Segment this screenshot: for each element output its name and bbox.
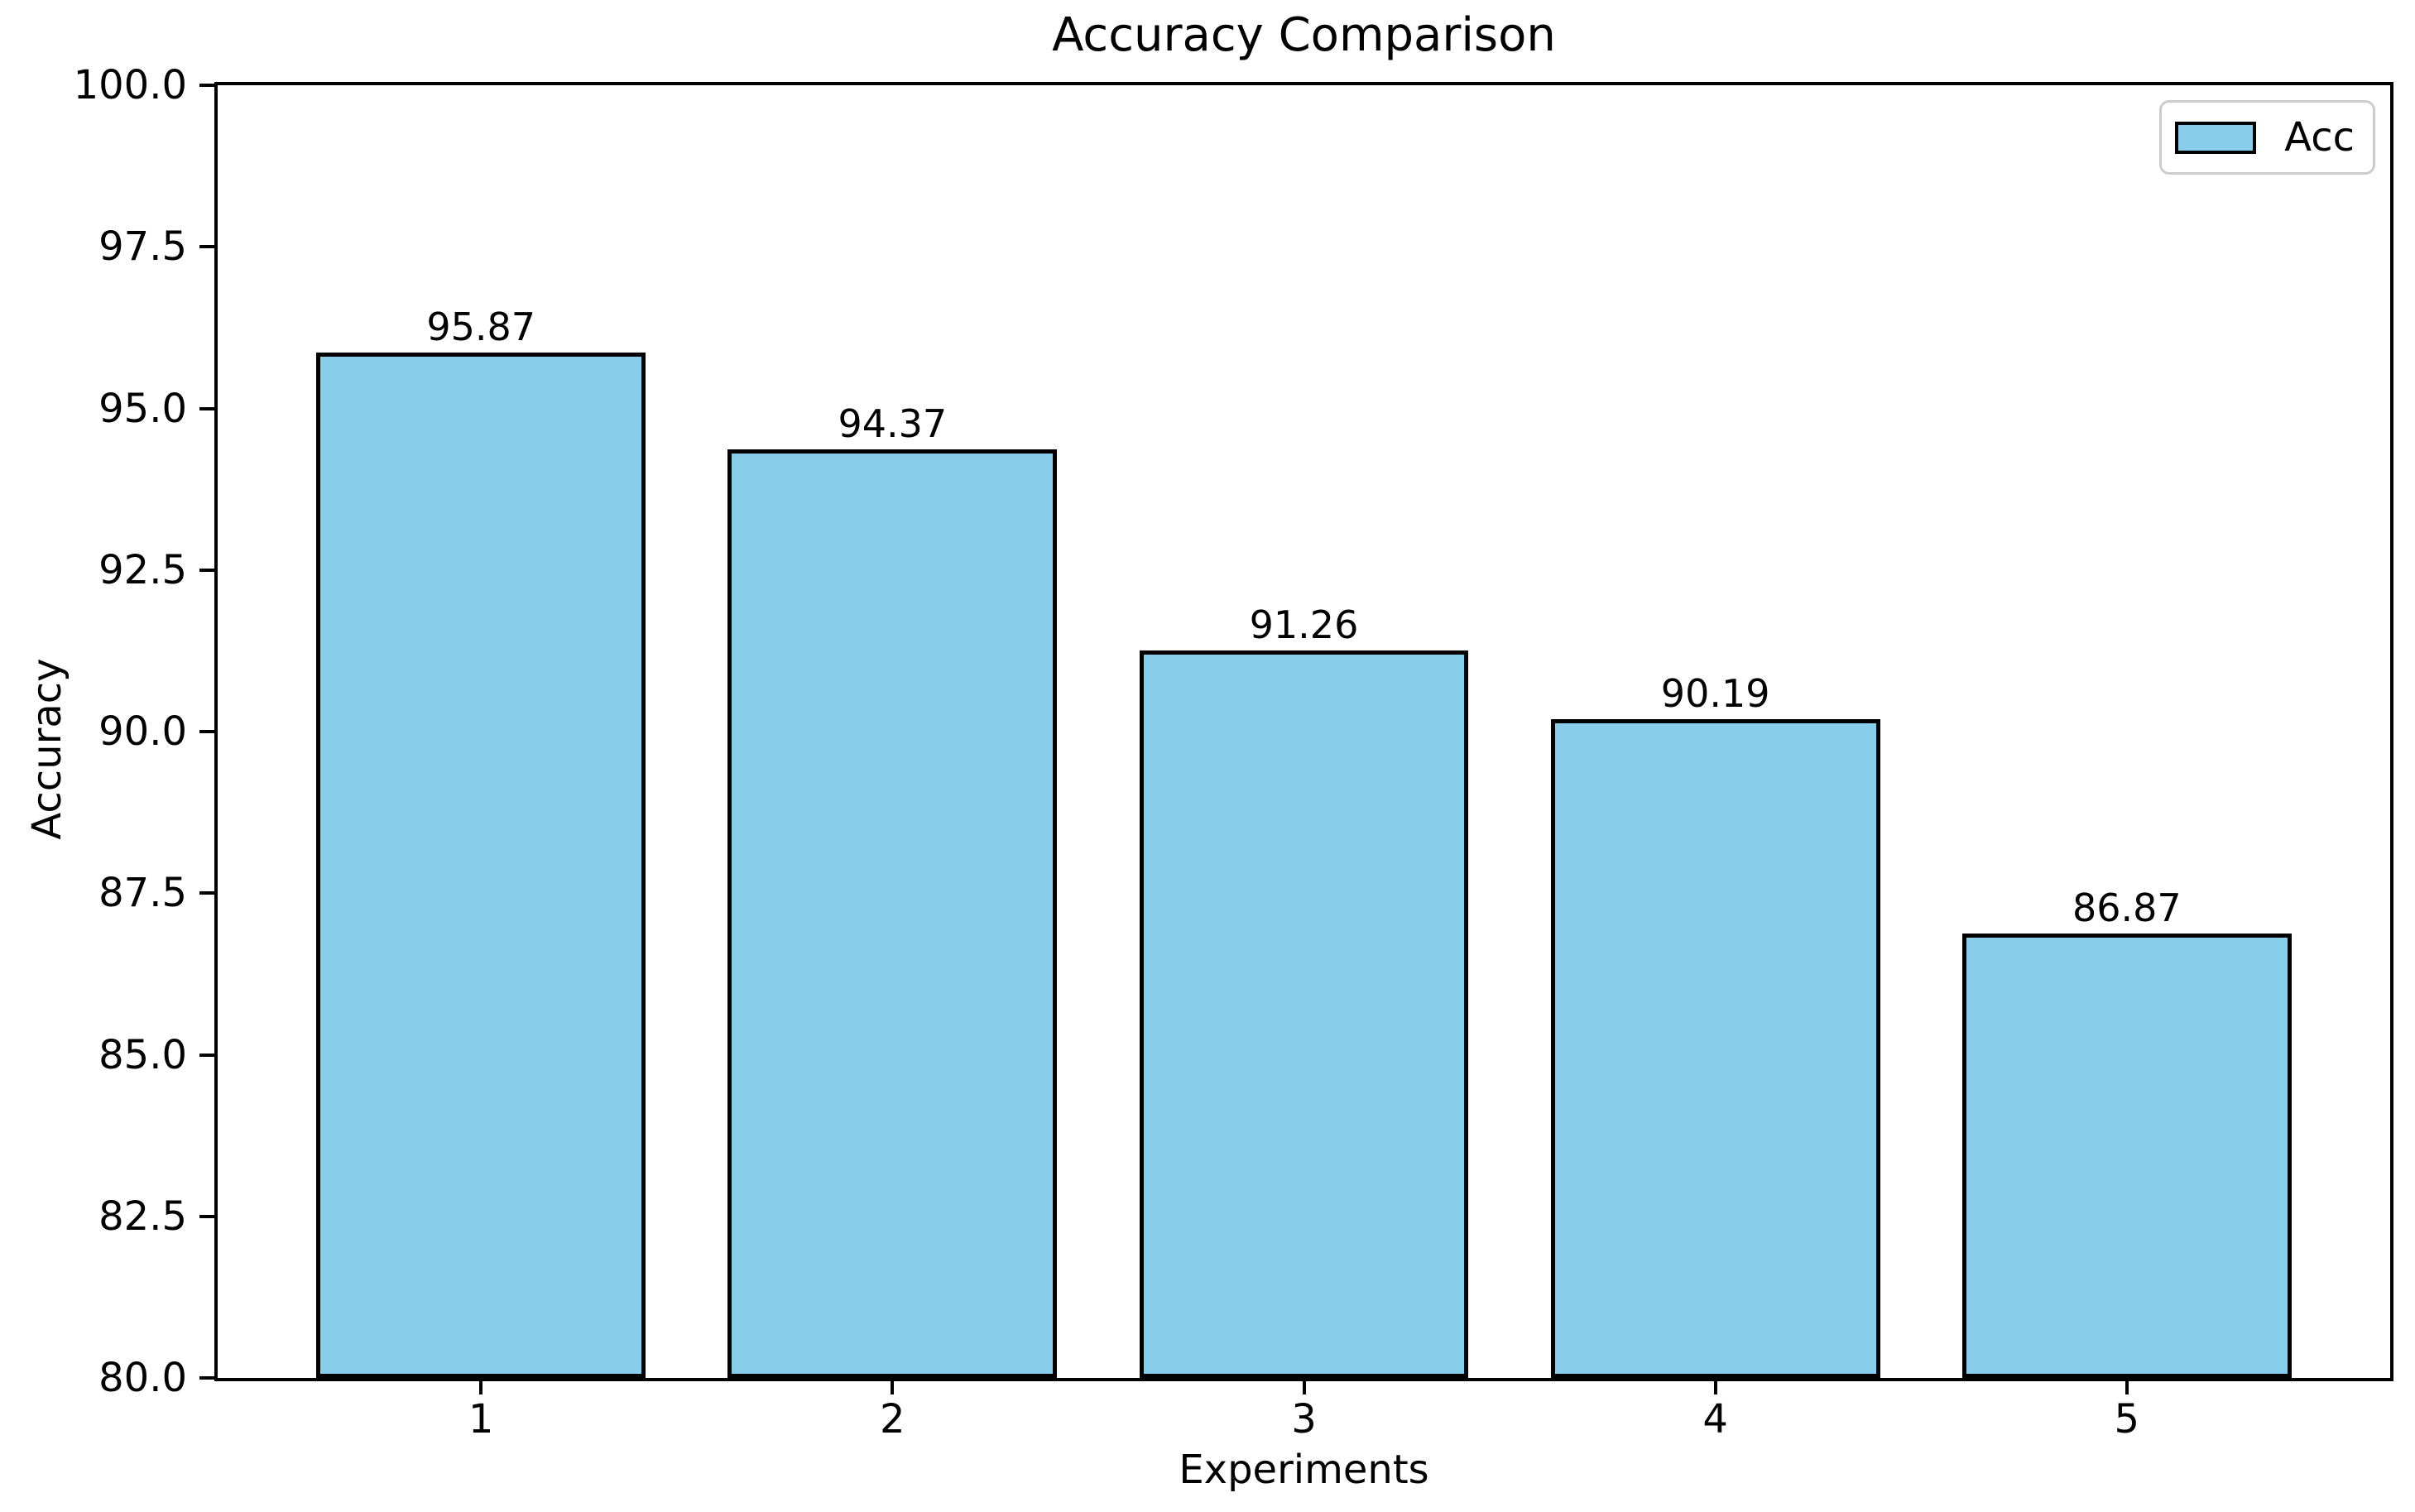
x-axis-label: Experiments xyxy=(1179,1447,1429,1493)
y-tick-label: 100.0 xyxy=(73,62,187,108)
bar-experiment-2 xyxy=(727,449,1058,1378)
y-tick-label: 85.0 xyxy=(98,1031,187,1078)
bar-experiment-5 xyxy=(1961,934,2292,1378)
x-tick-label-1: 1 xyxy=(468,1396,494,1442)
x-tick-mark xyxy=(1713,1381,1717,1394)
y-tick-mark xyxy=(199,1376,214,1380)
bar-value-label-3: 91.26 xyxy=(1249,602,1359,647)
y-tick-mark xyxy=(199,730,214,733)
y-tick-label: 80.0 xyxy=(98,1355,187,1401)
y-tick-mark xyxy=(199,245,214,249)
bar-experiment-1 xyxy=(316,352,646,1378)
y-tick-mark xyxy=(199,84,214,87)
bar-value-label-4: 90.19 xyxy=(1660,671,1770,717)
x-tick-mark xyxy=(891,1381,895,1394)
y-tick-mark xyxy=(199,406,214,410)
y-tick-label: 87.5 xyxy=(98,870,187,917)
x-tick-mark xyxy=(2125,1381,2129,1394)
y-tick-label: 92.5 xyxy=(98,546,187,593)
x-tick-label-3: 3 xyxy=(1291,1396,1317,1442)
x-tick-mark xyxy=(1302,1381,1306,1394)
y-tick-mark xyxy=(199,568,214,572)
chart-title: Accuracy Comparison xyxy=(1052,8,1556,62)
y-tick-mark xyxy=(199,891,214,895)
y-tick-label: 97.5 xyxy=(98,223,187,271)
bar-value-label-5: 86.87 xyxy=(2072,886,2182,931)
x-tick-label-4: 4 xyxy=(1702,1396,1728,1442)
y-tick-label: 90.0 xyxy=(98,708,187,755)
x-tick-label-5: 5 xyxy=(2114,1396,2140,1442)
plot-area: 95.87 94.37 91.26 90.19 86.87 Acc xyxy=(214,82,2393,1381)
legend-swatch-acc xyxy=(2175,121,2257,154)
y-tick-label: 95.0 xyxy=(98,385,187,432)
bar-value-label-2: 94.37 xyxy=(838,401,948,446)
y-tick-mark xyxy=(199,1053,214,1057)
bar-experiment-3 xyxy=(1139,650,1469,1378)
bar-value-label-1: 95.87 xyxy=(426,304,536,349)
x-tick-label-2: 2 xyxy=(880,1396,905,1442)
bar-experiment-4 xyxy=(1550,719,1880,1378)
legend: Acc xyxy=(2159,100,2375,175)
legend-label: Acc xyxy=(2284,114,2355,161)
x-tick-mark xyxy=(479,1381,483,1394)
y-tick-mark xyxy=(199,1214,214,1218)
y-tick-label: 82.5 xyxy=(98,1193,187,1240)
